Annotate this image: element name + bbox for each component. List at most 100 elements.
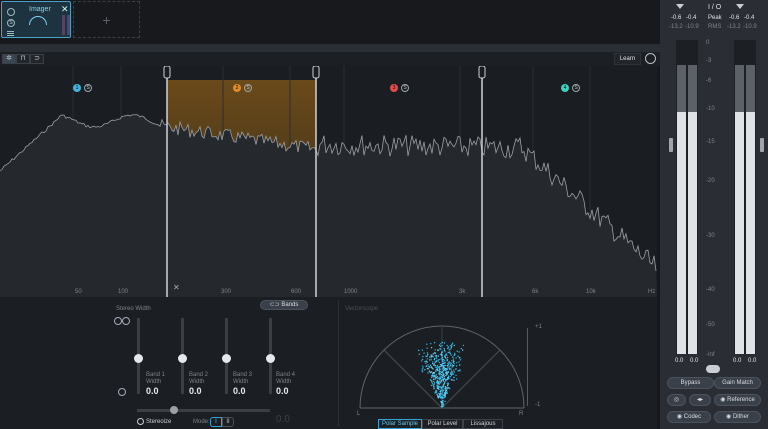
vectorscope-sample — [450, 373, 452, 375]
band-3-header: 3 S — [390, 84, 412, 93]
dither-button[interactable]: ◉ Dither — [714, 411, 761, 423]
band-3-width-value[interactable]: 0.0 — [233, 386, 246, 396]
band-split-icon[interactable]: ⊓ — [16, 54, 30, 64]
menu-icon[interactable] — [7, 31, 14, 32]
band-4-width-value[interactable]: 0.0 — [276, 386, 289, 396]
band-2-solo-button[interactable]: S — [244, 84, 252, 92]
vectorscope-sample — [448, 367, 450, 370]
band-4-power-icon[interactable]: 4 — [561, 84, 569, 92]
output-meter — [734, 40, 756, 354]
band-2-width-label: Width — [189, 379, 205, 385]
tab-polar-level[interactable]: Polar Level — [422, 419, 463, 429]
vectorscope-sample — [432, 361, 434, 363]
vectorscope-sample — [439, 353, 442, 356]
left-label: L — [357, 411, 361, 417]
swap-channels-icon[interactable]: ◂▸ — [689, 394, 711, 406]
width-power-icon[interactable] — [118, 388, 126, 396]
output-gain-fader[interactable] — [760, 138, 764, 152]
bands-button[interactable]: ⊂⊃ Bands — [260, 300, 308, 310]
vectorscope-sample — [449, 364, 452, 366]
learn-button[interactable]: Learn — [614, 53, 641, 65]
mode-option-1[interactable]: I — [210, 417, 222, 427]
input-meter-level-r — [688, 112, 697, 354]
vectorscope-sample — [426, 352, 429, 354]
vectorscope-sample — [445, 371, 447, 374]
vectorscope-sample — [437, 369, 439, 372]
vectorscope-sample — [433, 376, 435, 378]
band-4-solo-button[interactable]: S — [572, 84, 580, 92]
vectorscope-sample — [451, 371, 453, 373]
pointer-icon[interactable]: ✲ — [2, 54, 16, 64]
crossover-handle-1[interactable] — [163, 65, 171, 79]
vectorscope-sample — [430, 357, 432, 359]
vectorscope-sample — [460, 347, 462, 350]
band-1-solo-button[interactable]: S — [84, 84, 92, 92]
vectorscope-sample — [449, 376, 452, 378]
vectorscope-sample — [430, 384, 433, 387]
stereoize-value[interactable]: 0.0 — [276, 414, 290, 425]
io-label: I / O — [708, 4, 722, 11]
close-icon[interactable]: ✕ — [61, 4, 69, 14]
add-module-slot[interactable]: + — [73, 1, 140, 38]
band-2-width-value[interactable]: 0.0 — [189, 386, 202, 396]
input-gain-fader[interactable] — [669, 138, 673, 152]
curve-icon[interactable]: ⊃ — [30, 54, 44, 64]
solo-button[interactable]: S — [7, 19, 15, 27]
band-1-name: Band 1 — [146, 372, 166, 378]
tab-polar-sample[interactable]: Polar Sample — [378, 419, 422, 429]
stereoize-power-icon[interactable] — [137, 418, 144, 425]
band-1-power-icon[interactable]: 1 — [73, 84, 81, 92]
delete-band-icon[interactable]: ✕ — [173, 283, 180, 292]
vectorscope-sample — [440, 393, 443, 395]
module-meter-right — [67, 15, 70, 35]
tab-lissajous[interactable]: Lissajous — [463, 419, 503, 429]
band-3-solo-button[interactable]: S — [401, 84, 409, 92]
learn-icon[interactable] — [645, 53, 656, 64]
band-3-slider-handle[interactable] — [222, 354, 231, 363]
vectorscope-sample — [444, 351, 446, 353]
output-gain-icon[interactable] — [736, 4, 744, 9]
vectorscope-sample — [449, 388, 451, 390]
vectorscope-sample — [446, 391, 448, 393]
mono-icon[interactable]: ◎ — [667, 394, 686, 406]
bypass-button[interactable]: Bypass — [667, 377, 714, 389]
vectorscope-sample — [434, 352, 436, 354]
out-rms-r: -10.9 — [743, 24, 757, 30]
band-4-slider-handle[interactable] — [266, 354, 275, 363]
reference-button[interactable]: ◉ Reference — [714, 394, 761, 406]
vectorscope-sample — [448, 366, 451, 368]
vectorscope-sample — [434, 361, 436, 363]
vectorscope-sample — [424, 369, 426, 371]
stereoize-slider-handle[interactable] — [170, 406, 178, 414]
vectorscope-sample — [436, 394, 438, 396]
link-io-icon[interactable] — [706, 365, 720, 373]
crossover-handle-3[interactable] — [478, 65, 486, 79]
rms-label: RMS — [708, 24, 722, 30]
band-1-width-value[interactable]: 0.0 — [146, 386, 159, 396]
vectorscope-sample — [443, 377, 445, 379]
stereoize-slider[interactable] — [137, 409, 270, 412]
mode-option-2[interactable]: II — [222, 417, 234, 427]
vectorscope-sample — [445, 374, 447, 377]
crossover-handle-2[interactable] — [312, 65, 320, 79]
meter-scale-label: -3 — [706, 58, 712, 64]
link-bands-icon[interactable] — [114, 317, 122, 325]
vectorscope-sample — [427, 368, 429, 370]
band-2-slider-handle[interactable] — [178, 354, 187, 363]
band-1-slider-handle[interactable] — [134, 354, 143, 363]
meter-scale-label: 0 — [706, 40, 710, 46]
codec-button[interactable]: ◉ Codec — [667, 411, 711, 423]
module-meter-left — [62, 15, 65, 35]
input-gain-icon[interactable] — [676, 4, 684, 9]
vectorscope-sample — [435, 366, 437, 368]
band-2-power-icon[interactable]: 2 — [233, 84, 241, 92]
gain-match-button[interactable]: Gain Match — [714, 377, 761, 389]
band-3-power-icon[interactable]: 3 — [390, 84, 398, 92]
power-icon[interactable] — [7, 8, 15, 16]
vectorscope-title: Vectorscope — [345, 306, 379, 312]
imager-module[interactable]: S Imager ✕ — [1, 1, 71, 38]
vectorscope-sample — [430, 343, 432, 345]
vectorscope-sample — [438, 344, 441, 346]
vectorscope-sample — [438, 385, 440, 387]
spectrum-display[interactable] — [0, 65, 657, 297]
